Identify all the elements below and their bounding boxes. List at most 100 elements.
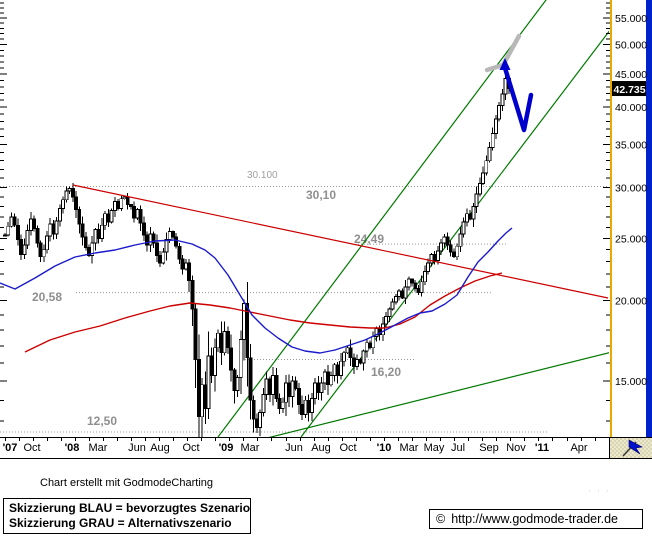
time-axis-label: Jul xyxy=(450,442,466,454)
price-axis-label: 25.000 xyxy=(615,233,647,245)
level-label: 12,50 xyxy=(87,414,117,428)
legend-blue-line: Skizzierung BLAU = bevorzugtes Szenario xyxy=(9,501,251,515)
time-axis-label: '09 xyxy=(218,442,234,454)
time-axis-tick xyxy=(229,438,231,441)
time-axis-tick xyxy=(60,438,62,441)
panel-right-border xyxy=(646,0,652,437)
time-axis: '07 Oct '08 Mar Jun Aug Oct '09 Mar Jun Aug Oct '10 M… xyxy=(0,437,610,459)
time-axis-tick xyxy=(397,438,399,441)
source-url-text: http://www.godmode-trader.de xyxy=(451,512,618,526)
time-axis-label: Mar xyxy=(240,442,260,454)
time-axis-tick xyxy=(4,438,6,441)
time-axis-tick xyxy=(74,438,76,441)
time-axis-label: '10 xyxy=(376,442,392,454)
copyright-icon: © xyxy=(436,512,446,526)
time-axis-label: Mar xyxy=(88,442,108,454)
time-axis-tick xyxy=(145,438,146,441)
level-label: 30.100 xyxy=(247,170,278,181)
price-axis-label: 45.000 xyxy=(615,69,647,81)
time-axis-label: '11 xyxy=(534,442,550,454)
time-axis-tick xyxy=(187,438,189,441)
time-axis-label: Mar xyxy=(399,442,419,454)
time-axis-tick xyxy=(454,438,456,441)
time-axis-tick xyxy=(440,438,442,441)
chart-corner-tool[interactable] xyxy=(610,437,652,459)
time-axis-tick xyxy=(243,438,245,441)
price-axis-label: 15.000 xyxy=(615,376,647,388)
time-axis-label: Aug xyxy=(150,442,170,454)
time-axis-tick xyxy=(594,438,596,441)
time-axis-label: Jun xyxy=(128,442,146,454)
sketch-preferred-scenario xyxy=(499,58,534,133)
sketch-arrowhead-icon xyxy=(499,58,511,70)
price-axis: 55.000 50.000 45.000 40.000 35.000 30.000 25.0… xyxy=(0,0,652,437)
source-url-box: © http://www.godmode-trader.de xyxy=(429,509,643,529)
time-axis-tick xyxy=(313,438,315,441)
candlestick-chart: 30.100 30,10 24,49 20,58 16,20 12,50 55.000 50.… xyxy=(0,0,652,437)
time-axis-tick xyxy=(299,438,301,441)
time-axis-label: Nov xyxy=(506,442,526,454)
time-axis-label: May xyxy=(423,442,445,454)
plot-area: 30.100 30,10 24,49 20,58 16,20 12,50 xyxy=(0,0,609,437)
time-axis-tick xyxy=(88,438,90,441)
price-axis-label: 55.000 xyxy=(615,13,647,25)
last-price-badge: 42.735 xyxy=(612,81,646,97)
time-axis-tick xyxy=(496,438,498,441)
price-axis-label: 35.000 xyxy=(615,139,647,151)
price-axis-label: 50.000 xyxy=(615,40,647,52)
time-axis-tick xyxy=(46,438,48,441)
time-axis-tick xyxy=(566,438,568,441)
time-axis-tick xyxy=(426,438,427,441)
time-axis-label: Oct xyxy=(23,442,41,454)
svg-text:42.735: 42.735 xyxy=(614,84,646,96)
time-axis-label: Oct xyxy=(182,442,200,454)
time-axis-tick xyxy=(468,438,470,441)
level-label: 30,10 xyxy=(306,188,336,202)
level-label: 24,49 xyxy=(354,232,384,246)
resistance-trendline xyxy=(72,184,609,299)
time-axis-tick xyxy=(18,438,20,441)
time-axis-tick xyxy=(411,438,413,441)
legend-gray-line: Skizzierung GRAU = Alternativszenario xyxy=(9,516,232,530)
time-axis-tick xyxy=(257,438,259,441)
time-axis-tick xyxy=(215,438,217,441)
price-axis-label: 30.000 xyxy=(615,182,647,194)
time-axis-tick xyxy=(327,438,329,441)
time-axis-tick xyxy=(524,438,526,441)
time-axis-label: Aug xyxy=(311,442,331,454)
time-axis-tick xyxy=(116,438,118,441)
time-axis-label: Oct xyxy=(339,442,357,454)
support-resistance-levels: 30.100 30,10 24,49 20,58 16,20 12,50 xyxy=(0,170,609,433)
price-axis-label: 20.000 xyxy=(615,296,647,308)
moving-average-slow xyxy=(24,272,503,353)
time-axis-tick xyxy=(552,438,554,441)
time-axis-tick xyxy=(159,438,161,441)
price-axis-label: 40.000 xyxy=(615,102,647,114)
trend-channel xyxy=(217,0,609,437)
scenario-legend: Skizzierung BLAU = bevorzugtes Szenario … xyxy=(3,498,251,534)
time-axis-tick xyxy=(510,438,512,441)
candlestick-series xyxy=(3,68,511,437)
time-axis-tick xyxy=(32,438,34,441)
watermark-dots: ··· xyxy=(588,485,614,497)
moving-average-fast xyxy=(0,227,513,354)
time-axis-tick xyxy=(482,438,484,441)
level-label: 16,20 xyxy=(371,365,401,379)
time-axis-label: '08 xyxy=(64,442,80,454)
time-axis-tick xyxy=(173,438,175,441)
level-label: 20,58 xyxy=(32,290,62,304)
chart-credit-text: Chart erstellt mit GodmodeCharting xyxy=(40,477,214,489)
time-axis-tick xyxy=(538,438,540,441)
time-axis-tick xyxy=(383,438,385,441)
time-axis-tick xyxy=(580,438,582,441)
time-axis-label: Sep xyxy=(479,442,499,454)
time-axis-tick xyxy=(201,438,203,441)
time-axis-tick xyxy=(130,438,132,441)
time-axis-tick xyxy=(271,438,273,441)
time-axis-label: '07 xyxy=(2,442,18,454)
time-axis-label: Jun xyxy=(285,442,303,454)
time-axis-tick xyxy=(355,438,357,441)
time-axis-tick xyxy=(102,438,104,441)
time-axis-tick xyxy=(285,438,287,441)
